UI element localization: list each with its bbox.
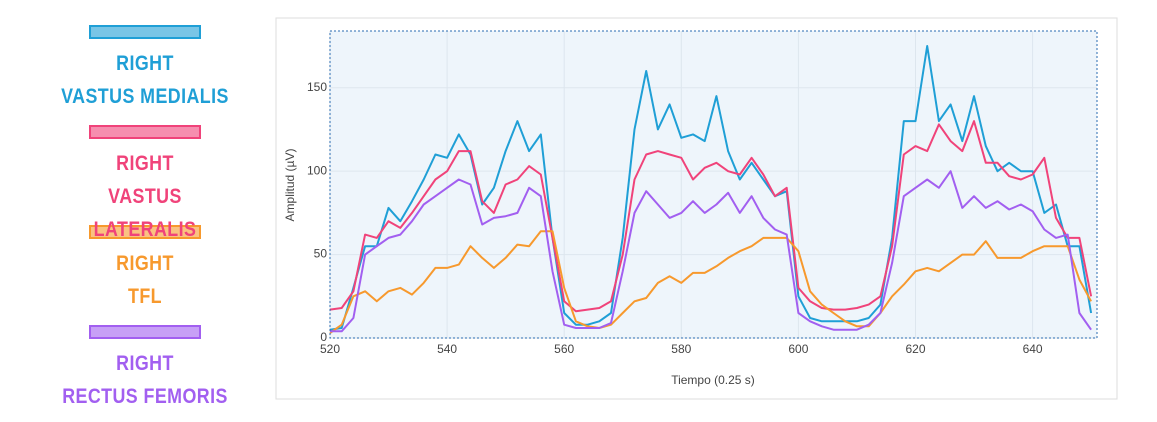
legend-swatch (89, 25, 201, 39)
legend-item: RIGHT TFL (40, 225, 250, 322)
legend-item: RIGHT VASTUS LATERALIS (40, 125, 250, 241)
plot-border (329, 30, 1098, 339)
y-tick-label: 100 (307, 163, 327, 177)
legend-swatch (89, 225, 201, 239)
series-line (329, 120, 1093, 313)
legend-label: RIGHT VASTUS LATERALIS (93, 152, 197, 241)
y-tick-label: 150 (307, 80, 327, 94)
legend-label: RIGHT RECTUS FEMORIS (62, 352, 228, 408)
legend-swatch (89, 125, 201, 139)
legend-item: RIGHT VASTUS MEDIALIS (40, 25, 250, 122)
x-axis-label: Tiempo (0.25 s) (671, 373, 755, 387)
x-tick-label: 540 (437, 342, 457, 356)
legend-item: RIGHT RECTUS FEMORIS (40, 325, 250, 422)
x-tick-label: 520 (320, 342, 340, 356)
legend-label: RIGHT VASTUS MEDIALIS (61, 52, 229, 108)
y-tick-label: 0 (320, 330, 327, 344)
series-line (330, 170, 1092, 333)
legend-swatch (89, 325, 201, 339)
x-tick-label: 620 (905, 342, 925, 356)
x-tick-label: 560 (554, 342, 574, 356)
x-tick-label: 640 (1023, 342, 1043, 356)
legend: RIGHT VASTUS MEDIALIS RIGHT VASTUS LATERA… (40, 22, 250, 422)
x-tick-label: 600 (788, 342, 808, 356)
plot-area (330, 31, 1097, 338)
x-tick-label: 580 (671, 342, 691, 356)
y-axis-label: Amplitud (µV) (283, 149, 297, 222)
series-line (329, 45, 1093, 331)
legend-label: RIGHT TFL (116, 252, 174, 308)
y-tick-label: 50 (314, 247, 328, 261)
series-line (329, 230, 1092, 334)
